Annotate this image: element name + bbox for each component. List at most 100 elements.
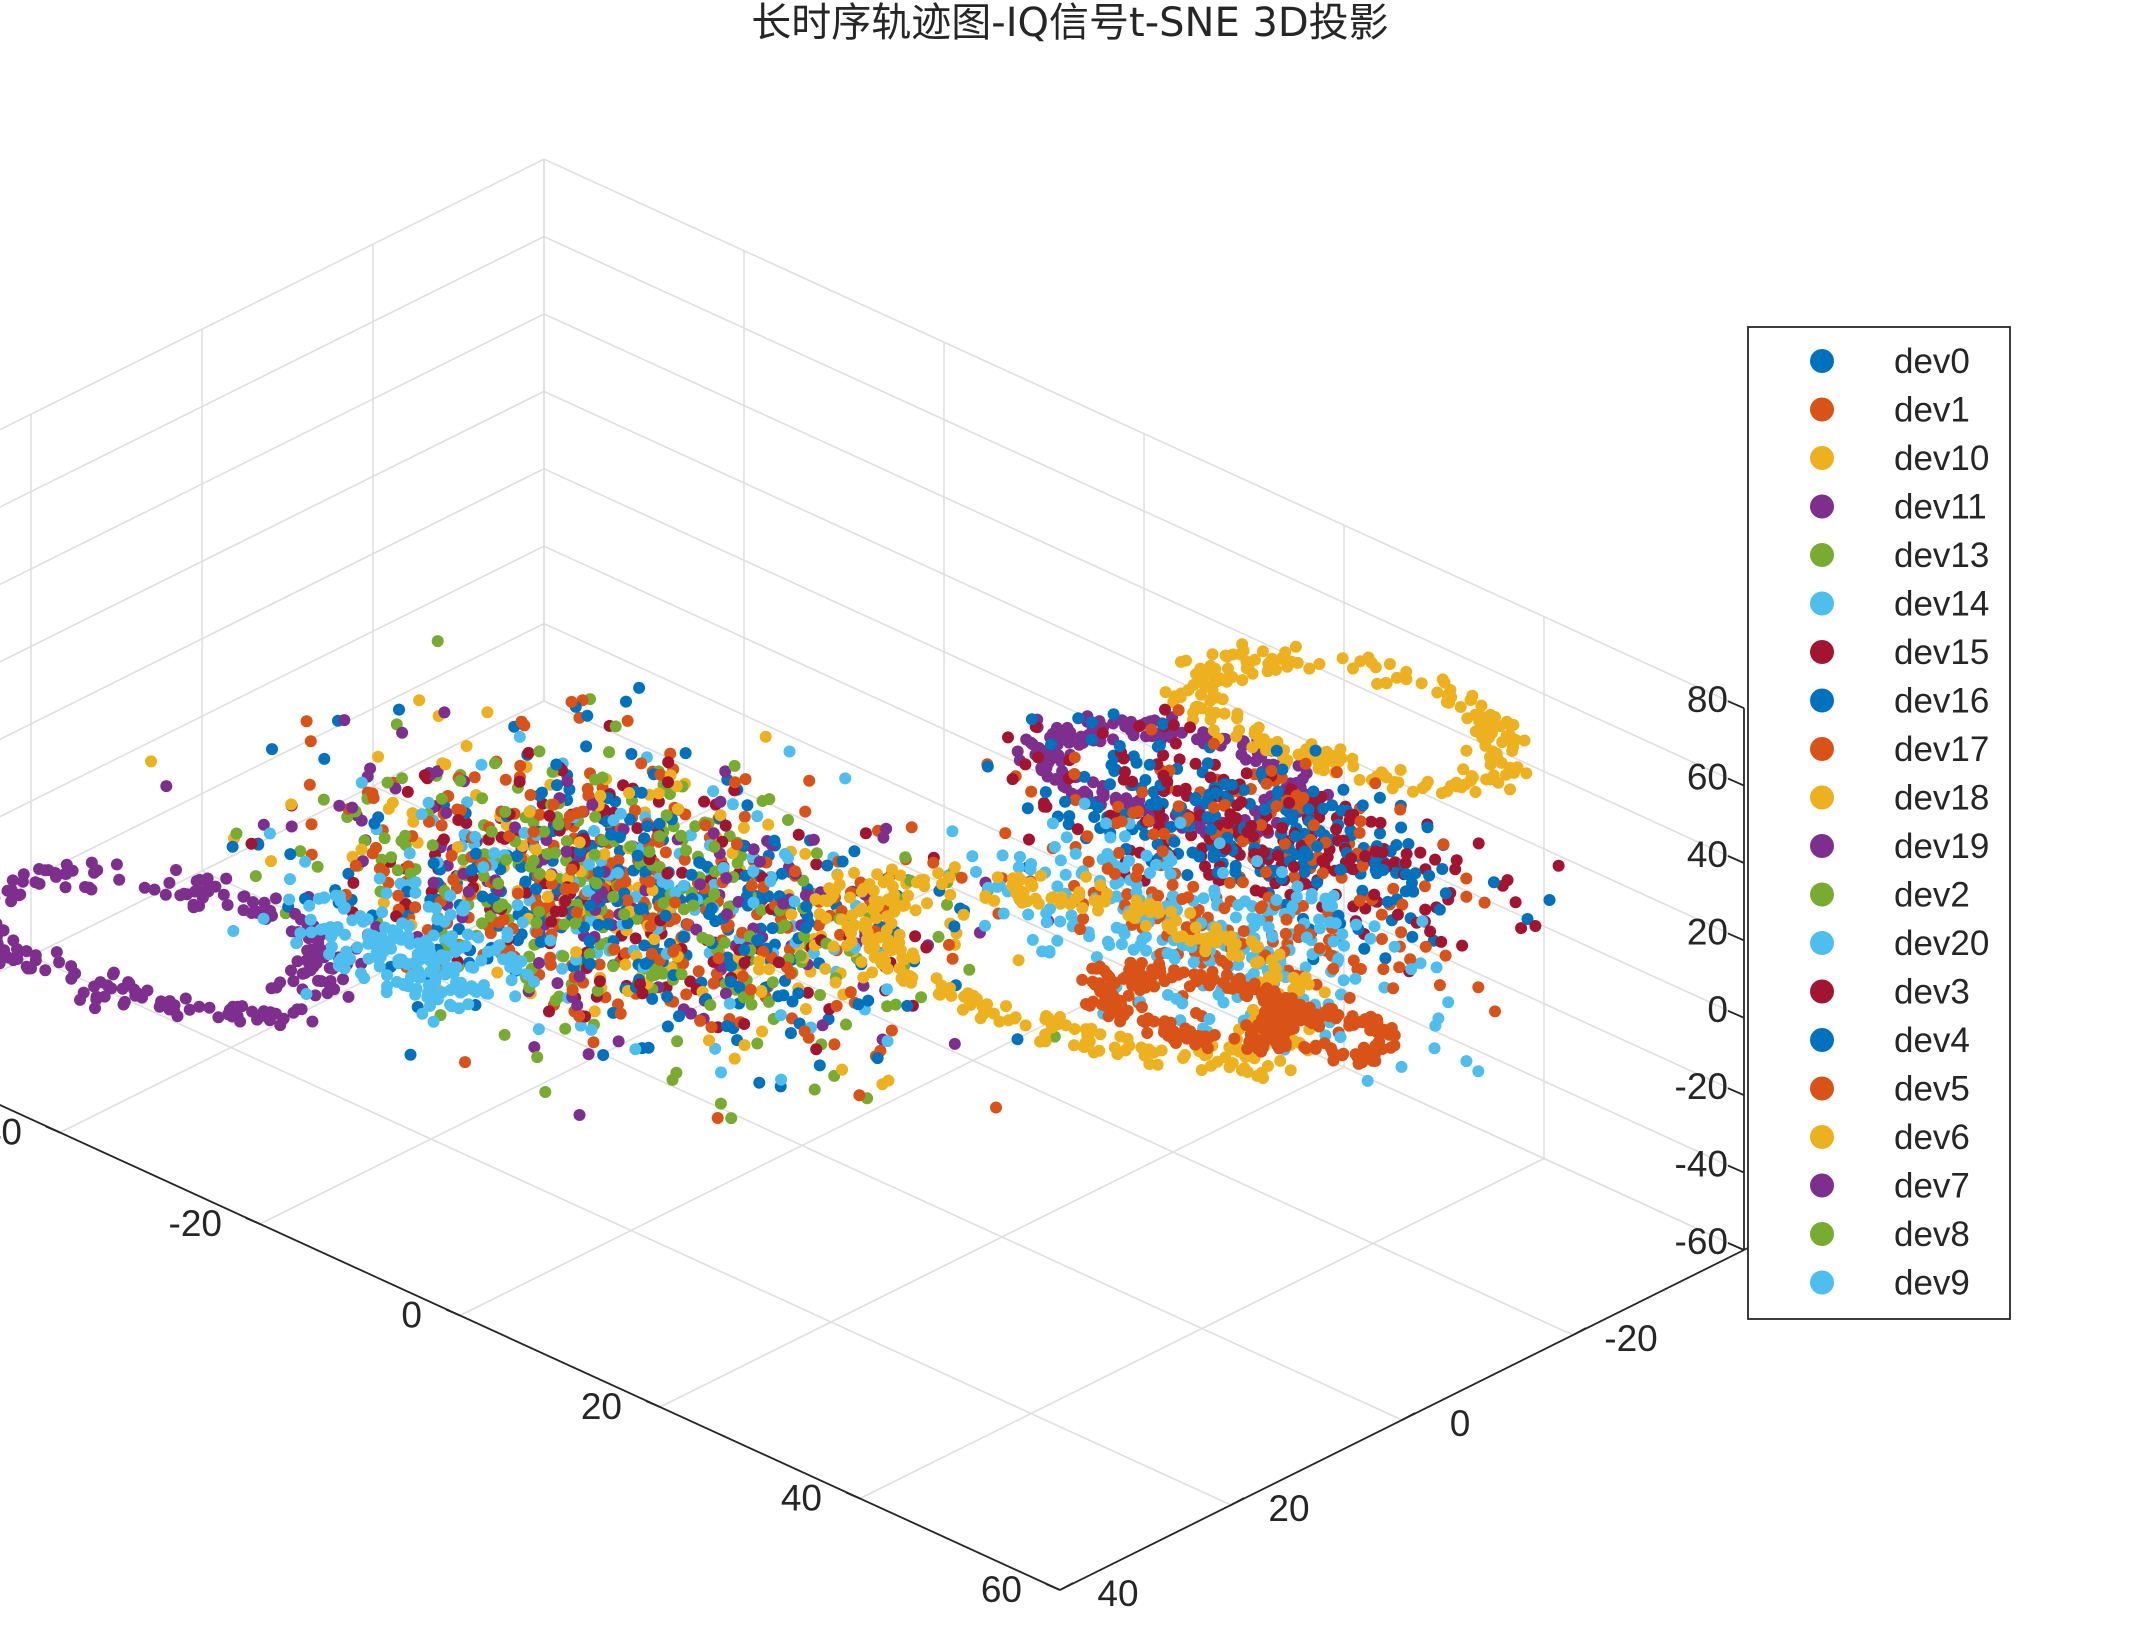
scatter-point: [1290, 891, 1303, 904]
scatter-point: [1287, 971, 1300, 984]
scatter-point: [524, 789, 537, 801]
scatter-point: [810, 1043, 823, 1056]
scatter-point: [652, 795, 665, 808]
scatter-point: [1139, 901, 1152, 914]
scatter-point: [556, 962, 569, 975]
scatter-point: [834, 928, 847, 941]
scatter-point: [1509, 733, 1522, 746]
scatter-point: [1276, 866, 1288, 878]
scatter-point: [1501, 874, 1514, 887]
scatter-point: [1153, 962, 1166, 975]
scatter-point: [435, 819, 448, 832]
scatter-point: [531, 1051, 544, 1064]
scatter-point: [827, 940, 840, 953]
scatter-point: [594, 789, 607, 802]
legend-marker: [1810, 979, 1834, 1004]
scatter-point: [661, 1020, 674, 1033]
legend-entry: dev13: [1894, 536, 1989, 575]
scatter-point: [1475, 699, 1488, 712]
scatter-point: [638, 939, 651, 952]
scatter-point: [1241, 1066, 1254, 1078]
scatter-point: [880, 983, 893, 996]
scatter-point: [565, 695, 578, 708]
scatter-point: [588, 1005, 601, 1018]
scatter-point: [675, 968, 688, 981]
scatter-point: [1368, 920, 1381, 933]
scatter-point: [1279, 927, 1292, 940]
scatter-point: [145, 755, 157, 768]
scatter-point: [337, 973, 349, 986]
scatter-point: [1299, 1042, 1312, 1055]
scatter-point: [814, 989, 826, 1001]
legend-entry: dev19: [1894, 827, 1989, 866]
scatter-point: [1072, 712, 1085, 725]
scatter-point: [1391, 908, 1404, 921]
scatter-point: [570, 946, 583, 959]
scatter-point: [991, 871, 1004, 884]
scatter-point: [662, 776, 674, 789]
scatter-point: [1069, 892, 1082, 905]
scatter-point: [1236, 835, 1249, 848]
scatter-point: [946, 952, 959, 965]
scatter-point: [1094, 1028, 1107, 1041]
scatter-point: [1399, 885, 1412, 898]
scatter-point: [1439, 949, 1452, 962]
scatter-point: [423, 947, 435, 960]
scatter-point: [1460, 872, 1473, 885]
scatter-point: [1286, 900, 1299, 913]
scatter-point: [1051, 880, 1064, 893]
scatter-points: [0, 635, 1565, 1125]
scatter-point: [755, 904, 768, 916]
scatter-point: [1488, 746, 1500, 759]
legend-marker: [1810, 785, 1834, 810]
scatter-point: [1068, 1023, 1081, 1035]
scatter-point: [948, 920, 961, 933]
scatter-point: [393, 703, 405, 716]
scatter-point: [1118, 830, 1131, 843]
scatter-point: [1157, 749, 1170, 762]
scatter-point: [1162, 918, 1174, 931]
scatter-point: [1141, 1044, 1154, 1057]
scatter-point: [871, 1052, 884, 1065]
scatter-point: [1377, 963, 1390, 976]
scatter-point: [1189, 1035, 1202, 1048]
scatter-point: [447, 873, 460, 886]
scatter-point: [800, 900, 813, 913]
scatter-point: [472, 931, 485, 944]
tick-labels: -60-40-200204060-40-2002040-60-40-200204…: [0, 679, 1829, 1614]
scatter-point: [1228, 1032, 1241, 1045]
legend-marker: [1810, 1173, 1834, 1198]
scatter-point: [220, 872, 233, 885]
scatter-point: [899, 968, 912, 981]
scatter-point: [747, 865, 760, 878]
scatter-point: [0, 953, 4, 965]
scatter-point: [236, 1000, 249, 1013]
scatter-point: [1143, 758, 1156, 771]
legend-marker: [1810, 737, 1834, 761]
scatter-point: [757, 945, 770, 958]
scatter-point: [813, 1059, 826, 1072]
scatter-point: [492, 900, 505, 913]
scatter-point: [1104, 831, 1117, 844]
x-tick-mark: [1045, 1583, 1061, 1591]
grid-line: [0, 622, 545, 895]
scatter-point: [1231, 799, 1244, 812]
scatter-point: [1489, 711, 1501, 724]
scatter-point: [672, 803, 684, 816]
scatter-point: [1020, 733, 1033, 746]
scatter-point: [543, 1005, 555, 1018]
scatter-point: [1152, 889, 1165, 902]
scatter-point: [1262, 921, 1275, 934]
scatter-point: [1008, 1012, 1021, 1025]
scatter-point: [304, 735, 317, 748]
scatter-point: [444, 998, 457, 1011]
x-axis-line: [0, 1104, 1061, 1591]
scatter-point: [1184, 721, 1196, 734]
scatter-point: [699, 819, 712, 832]
scatter-point: [885, 944, 898, 957]
scatter-point: [544, 951, 557, 964]
scatter-point: [643, 875, 656, 888]
scatter-point: [332, 959, 345, 972]
scatter-point: [362, 952, 375, 965]
scatter-point: [1133, 720, 1146, 733]
